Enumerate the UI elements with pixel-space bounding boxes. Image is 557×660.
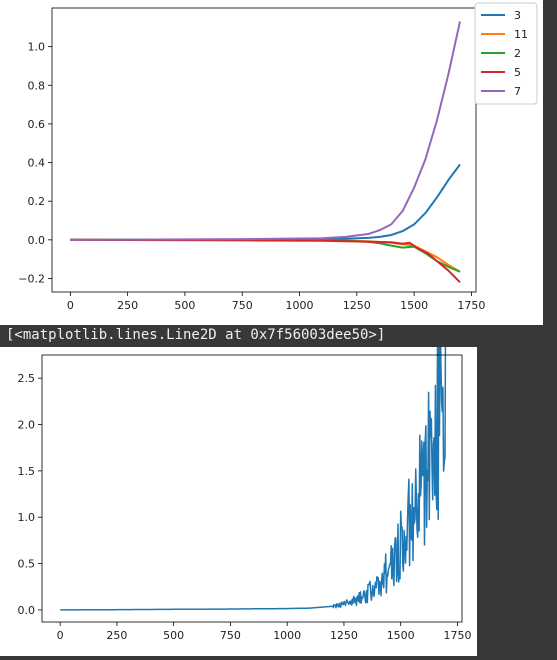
axes-frame-bottom [41, 354, 463, 623]
x-tick-label: 0 [67, 299, 74, 312]
x-tick-label: 0 [57, 629, 64, 642]
series-line-5-top [70, 238, 461, 284]
x-tick-label: 500 [163, 629, 184, 642]
x-tick-label: 750 [232, 299, 253, 312]
x-tick-label: 750 [220, 629, 241, 642]
chart-panel-top: 0 250 500 750 1000 1250 1500 1750 −0.2 0.0 0.2 0.4 0… [0, 0, 543, 325]
x-tick-label: 1000 [286, 299, 314, 312]
series-line-main-bottom [60, 276, 447, 611]
cell-output-text: [<matplotlib.lines.Line2D at 0x7f56003de… [6, 327, 386, 343]
series-line-3-top [70, 163, 461, 241]
legend: 3 11 2 5 7 [474, 2, 538, 105]
line-chart-top: 0 250 500 750 1000 1250 1500 1750 −0.2 0.0 0.2 0.4 0… [18, 2, 538, 312]
line-chart-bottom: 0 250 500 750 1000 1250 1500 1750 0.0 0.5 1.0 1.5 2.… [18, 276, 471, 642]
series-line-11-top [70, 238, 461, 273]
x-tick-label: 1500 [387, 629, 415, 642]
legend-label-5: 5 [514, 66, 521, 79]
y-tick-label: 0.6 [28, 118, 46, 131]
y-tick-label: 2.0 [18, 419, 36, 432]
legend-label-7: 7 [514, 85, 521, 98]
axes-frame-top [51, 7, 477, 293]
x-tick-label: 1000 [273, 629, 301, 642]
legend-label-3: 3 [514, 9, 521, 22]
x-tick-label: 500 [174, 299, 195, 312]
y-tick-label: 0.0 [18, 604, 36, 617]
y-tick-label: 0.0 [28, 234, 46, 247]
legend-box [474, 2, 538, 105]
y-tick-label: 1.0 [18, 511, 36, 524]
y-tick-label: −0.2 [18, 272, 45, 285]
legend-label-11: 11 [514, 28, 528, 41]
y-tick-label: 0.8 [28, 79, 46, 92]
x-tick-label: 1750 [457, 299, 485, 312]
x-tick-label: 1750 [443, 629, 471, 642]
y-tick-label: 1.0 [28, 41, 46, 54]
y-tick-label: 2.5 [18, 372, 36, 385]
y-tick-label: 0.2 [28, 195, 46, 208]
y-tick-label: 0.4 [28, 157, 46, 170]
x-tick-label: 1500 [400, 299, 428, 312]
legend-label-2: 2 [514, 47, 521, 60]
x-tick-label: 1250 [343, 299, 371, 312]
series-line-7-top [70, 21, 461, 241]
x-tick-label: 1250 [330, 629, 358, 642]
y-tick-label: 1.5 [18, 465, 36, 478]
y-tick-label: 0.5 [18, 558, 36, 571]
x-tick-label: 250 [106, 629, 127, 642]
x-tick-label: 250 [117, 299, 138, 312]
chart-panel-bottom: 0 250 500 750 1000 1250 1500 1750 0.0 0.5 1.0 1.5 2.… [0, 276, 477, 656]
